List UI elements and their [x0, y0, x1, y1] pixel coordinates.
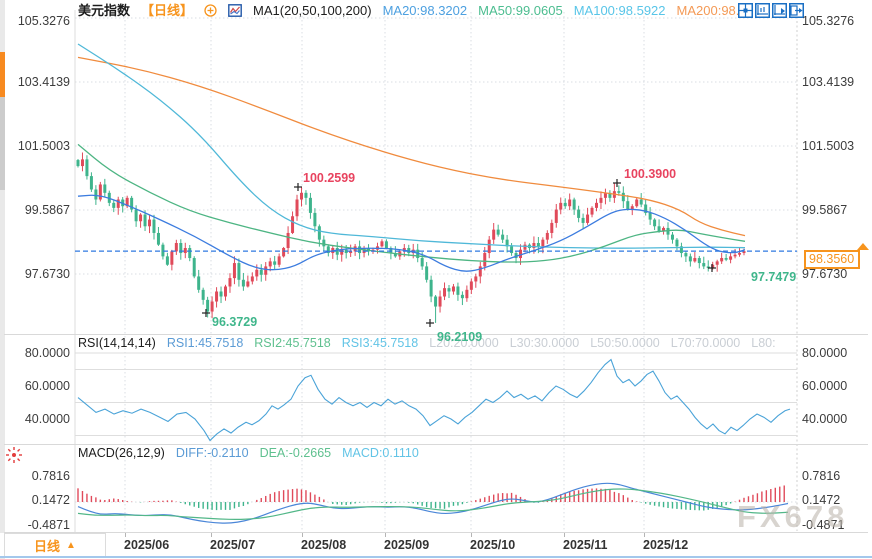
- crosshair-move-icon[interactable]: [738, 3, 753, 18]
- ma50-line: [77, 143, 746, 263]
- price-axis-label: 103.4139: [17, 75, 70, 89]
- rsi-axis-label: 80.0000: [802, 346, 848, 360]
- rsi-axis-label: 80.0000: [24, 346, 70, 360]
- month-tick: [302, 533, 303, 537]
- tab-daily-period[interactable]: 日线 ▲: [4, 533, 106, 558]
- ma20-value: MA20:98.3202: [382, 3, 468, 18]
- rail-gray-segment: [0, 97, 5, 190]
- price-axis-label: 101.5003: [802, 139, 855, 153]
- rsi1-value: RSI1:45.7518: [166, 336, 244, 350]
- ma100-value: MA100:98.5922: [573, 3, 666, 18]
- window-bottom-border: [0, 556, 872, 558]
- price-annotation: 100.3900: [624, 167, 677, 181]
- rsi-params: RSI(14,14,14): [78, 336, 156, 350]
- month-label: 2025/10: [470, 538, 516, 552]
- month-label: 2025/12: [643, 538, 689, 552]
- month-tick: [385, 533, 386, 537]
- rsi-l20: L20:20.0000: [429, 336, 499, 350]
- price-axis-label: 97.6730: [24, 267, 70, 281]
- rsi-l70: L70:70.0000: [670, 336, 741, 350]
- tab-daily-label: 日线: [34, 538, 61, 554]
- month-label: 2025/11: [563, 538, 608, 552]
- price-axis-label: 101.5003: [17, 139, 70, 153]
- rsi-l50: L50:50.0000: [590, 336, 660, 350]
- macd-axis-label: 0.7816: [802, 469, 841, 484]
- month-tick: [211, 533, 212, 537]
- ma-group-label: MA1(20,50,100,200): [253, 3, 372, 18]
- macd-axis-label: -0.4871: [802, 517, 845, 532]
- macd-axis-label: -0.4871: [27, 517, 70, 532]
- rsi2-value: RSI2:45.7518: [254, 336, 331, 350]
- add-indicator-plus-icon[interactable]: [204, 4, 217, 17]
- macd-header: MACD(26,12,9) DIFF:-0.2110 DEA:-0.2665 MACD…: [78, 446, 419, 461]
- month-label: 2025/06: [124, 538, 170, 552]
- month-label: 2025/08: [301, 538, 347, 552]
- macd-dea-value: DEA:-0.2665: [259, 446, 332, 460]
- candles: [76, 152, 746, 323]
- scale-horizontal-axis-icon[interactable]: [772, 3, 787, 18]
- rsi-header: RSI(14,14,14) RSI1:45.7518 RSI2:45.7518 RSI…: [78, 336, 776, 351]
- ma100-line: [77, 43, 746, 249]
- rail-orange-segment: [0, 52, 5, 97]
- rsi-axis-label: 60.0000: [802, 379, 848, 393]
- macd-axis-label: 0.7816: [31, 469, 70, 484]
- symbol-name: 美元指数: [78, 3, 131, 18]
- price-axis-label: 99.5867: [24, 202, 70, 217]
- rsi-l80: L80:: [751, 336, 776, 350]
- month-tick: [125, 533, 126, 537]
- rsi3-value: RSI3:45.7518: [341, 336, 419, 350]
- indicator-chart-icon[interactable]: [228, 4, 242, 17]
- macd-series: [77, 482, 789, 524]
- price-annotation: 97.7479: [751, 270, 797, 284]
- rsi-axis-label: 40.0000: [802, 412, 848, 426]
- chart-toolbar: [738, 3, 804, 18]
- left-scroll-rail[interactable]: [0, 0, 5, 559]
- price-marker-triangle: [857, 243, 869, 250]
- price-axis-label: 97.6730: [802, 267, 848, 281]
- macd-diff-value: DIFF:-0.2110: [175, 446, 249, 460]
- price-axis-label: 105.3276: [17, 14, 70, 28]
- macd-value: MACD:0.1110: [342, 446, 419, 460]
- time-axis-bar: 日线 ▲ 2025/06 2025/07 2025/08 2025/09 2025/10…: [0, 533, 872, 558]
- annotation-markers: [202, 179, 716, 327]
- price-axis-label: 103.4139: [802, 75, 855, 89]
- rsi-axis-label: 40.0000: [24, 412, 70, 426]
- macd-params: MACD(26,12,9): [78, 446, 165, 460]
- scale-vertical-axis-icon[interactable]: [755, 3, 770, 18]
- gridlines: [4, 10, 868, 533]
- price-annotation: 96.3729: [212, 315, 258, 329]
- ma50-value: MA50:99.0605: [478, 3, 563, 18]
- month-label: 2025/09: [384, 538, 430, 552]
- macd-axis-label: 0.1472: [802, 493, 841, 508]
- rsi-l30: L30:30.0000: [509, 336, 580, 350]
- ma20-line: [77, 194, 746, 272]
- price-axis-label: 99.5867: [802, 202, 848, 217]
- rsi-axis-label: 60.0000: [24, 379, 70, 393]
- main-chart-header: 美元指数 【日线】 MA1(20,50,100,200) MA20:98.3202 MA…: [78, 3, 747, 18]
- price-annotation: 100.2599: [303, 171, 356, 185]
- ma200-value: MA200:98.8: [676, 3, 747, 18]
- month-tick: [564, 533, 565, 537]
- moving-averages: [77, 43, 746, 272]
- ma200-line: [77, 56, 746, 237]
- price-axis-label: 105.3276: [802, 14, 855, 28]
- rsi-series: [77, 358, 791, 442]
- pan-right-icon[interactable]: [789, 3, 804, 18]
- watermark: FX678: [737, 499, 849, 534]
- period-tag: 【日线】: [141, 3, 194, 18]
- macd-axis-label: 0.1472: [31, 493, 70, 508]
- month-label: 2025/07: [210, 538, 256, 552]
- price-annotation: 96.2109: [437, 330, 483, 344]
- month-tick: [644, 533, 645, 537]
- month-tick: [471, 533, 472, 537]
- chevron-up-icon: ▲: [66, 539, 76, 551]
- live-sun-icon: [5, 446, 23, 469]
- last-price-badge: 98.3560: [804, 250, 861, 269]
